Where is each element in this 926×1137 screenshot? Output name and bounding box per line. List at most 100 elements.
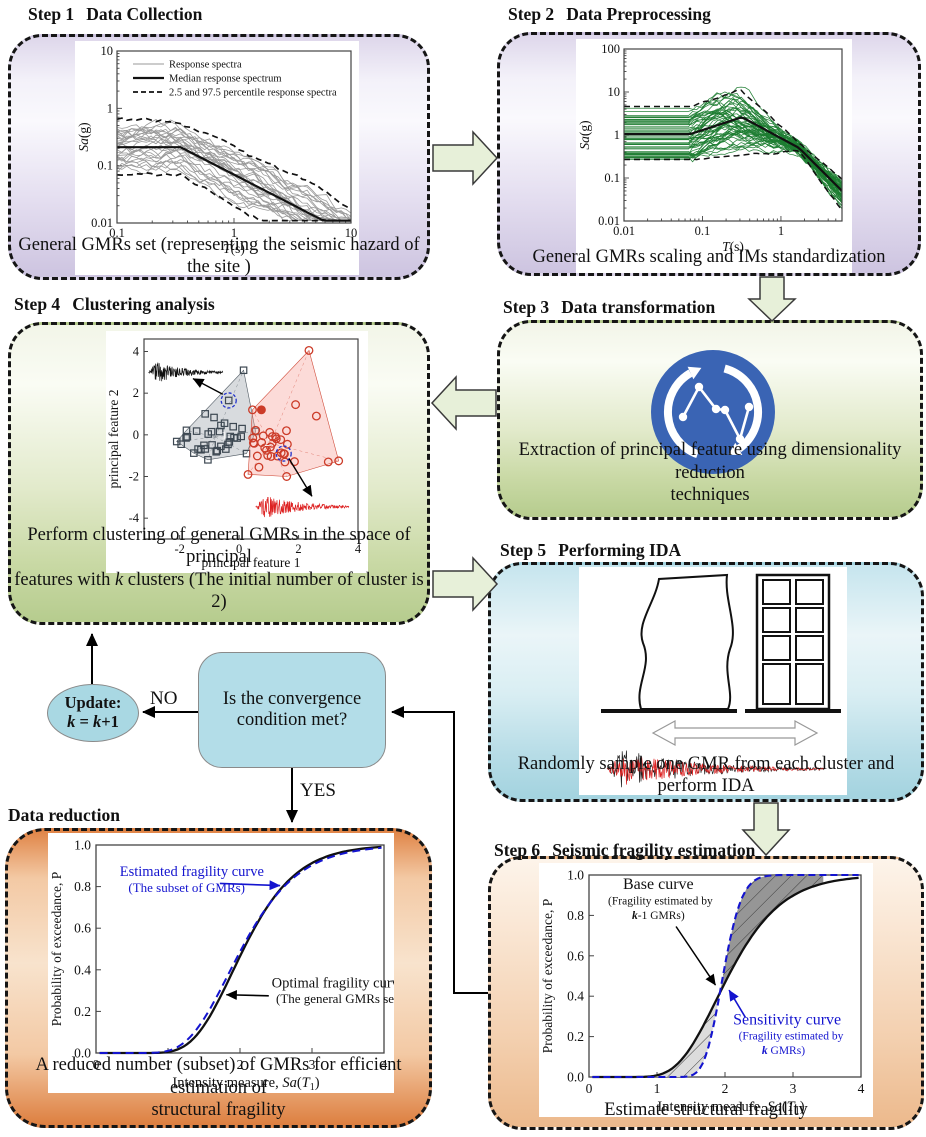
svg-text:principal feature 1: principal feature 1	[202, 555, 301, 570]
no-label: NO	[150, 688, 178, 709]
svg-text:0.01: 0.01	[613, 224, 635, 238]
cycle-arrow-left	[663, 369, 700, 459]
double-headed-arrow	[651, 719, 819, 747]
data-reduction-caption: A reduced number (subset) of GMRs for ef…	[35, 1055, 402, 1121]
step4-caption: Perform clustering of general GMRs in th…	[14, 524, 424, 613]
data-reduction-header: Data reduction	[8, 805, 120, 825]
step4-chart-card: -2 0 2 4 -4 -2 0 2 4 principal feature 1 principal…	[106, 331, 368, 573]
svg-text:0: 0	[236, 542, 242, 556]
svg-text:4: 4	[355, 542, 362, 556]
svg-text:0.0: 0.0	[567, 1070, 584, 1085]
step4-panel: -2 0 2 4 -4 -2 0 2 4 principal feature 1 principal…	[8, 322, 430, 625]
step6-panel: 0 1 2 3 4 0.0 0.2 0.4 0.6 0.8 1.0 Intensity measure…	[488, 856, 924, 1130]
svg-text:k-1 GMRs): k-1 GMRs)	[632, 910, 685, 922]
svg-text:k GMRs): k GMRs)	[762, 1045, 805, 1057]
scaled-spectra-chart: 0.01 0.1 1 0.01 0.1 1 10 100 T(s) Sa(g)	[577, 42, 843, 254]
cycle-arrow-right	[723, 364, 763, 453]
svg-text:principal feature 2: principal feature 2	[106, 390, 121, 489]
step2-caption: General GMRs scaling and IMs standardiza…	[532, 247, 886, 268]
svg-text:0.01: 0.01	[91, 216, 113, 230]
svg-text:1: 1	[778, 224, 784, 238]
svg-text:4: 4	[133, 345, 140, 359]
svg-text:0.6: 0.6	[74, 921, 91, 936]
step3-panel: Extraction of principal feature using di…	[497, 320, 923, 520]
convergence-decision-box: Is the convergence condition met?	[198, 652, 386, 768]
svg-text:0.4: 0.4	[567, 989, 584, 1004]
step1-caption: General GMRs set (representing the seism…	[18, 234, 420, 278]
svg-text:1: 1	[654, 1081, 661, 1096]
svg-text:-2: -2	[129, 470, 139, 484]
svg-text:10: 10	[608, 85, 621, 99]
svg-text:1: 1	[165, 1057, 172, 1072]
svg-text:0.1: 0.1	[695, 224, 711, 238]
svg-text:Probability of exceedance, P: Probability of exceedance, P	[540, 899, 555, 1053]
step5-header: Step 5 Performing IDA	[500, 540, 682, 560]
svg-text:1.0: 1.0	[74, 838, 91, 853]
svg-text:0.1: 0.1	[97, 159, 113, 173]
svg-text:-4: -4	[129, 511, 140, 525]
svg-text:Optimal fragility curve: Optimal fragility curve	[272, 975, 394, 991]
step4-header: Step 4 Clustering analysis	[14, 294, 215, 314]
svg-text:10: 10	[345, 226, 358, 240]
cycle-arrowhead-top	[687, 366, 702, 380]
svg-text:0.8: 0.8	[74, 879, 91, 894]
data-reduction-panel: 0 1 2 3 4 0.0 0.2 0.4 0.6 0.8 1.0 Intensity measure…	[5, 828, 432, 1128]
block-arrow-step2-to-step3	[747, 276, 797, 323]
svg-text:1.0: 1.0	[567, 868, 584, 883]
svg-text:0: 0	[93, 1057, 100, 1072]
svg-text:0.6: 0.6	[567, 948, 584, 963]
svg-text:4: 4	[381, 1057, 388, 1072]
svg-text:2: 2	[264, 435, 270, 449]
svg-text:2: 2	[295, 542, 301, 556]
block-arrow-step3-to-step4	[430, 375, 497, 431]
step6-header: Step 6 Seismic fragility estimation	[494, 840, 756, 860]
data-transformation-icon	[651, 350, 775, 474]
svg-text:(The general GMRs set): (The general GMRs set)	[276, 991, 394, 1006]
svg-text:1: 1	[231, 226, 237, 240]
svg-text:Median response spectrum: Median response spectrum	[169, 74, 282, 85]
svg-text:Sa(g): Sa(g)	[577, 120, 592, 149]
step1-header: Step 1 Data Collection	[28, 4, 203, 24]
svg-text:2: 2	[133, 386, 139, 400]
reduced-fragility-chart: 0 1 2 3 4 0.0 0.2 0.4 0.6 0.8 1.0 Intensity measure…	[49, 838, 405, 1094]
clustering-scatter-chart: -2 0 2 4 -4 -2 0 2 4 principal feature 1 principal…	[106, 338, 362, 570]
data-reduction-chart-card: 0 1 2 3 4 0.0 0.2 0.4 0.6 0.8 1.0 Intensity measure…	[48, 833, 405, 1094]
svg-text:3: 3	[790, 1081, 797, 1096]
update-k-ellipse: Update: k = k+1	[47, 684, 139, 742]
svg-text:0.1: 0.1	[109, 226, 125, 240]
step2-panel: 0.01 0.1 1 0.01 0.1 1 10 100 T(s) Sa(g) General G…	[497, 32, 921, 276]
svg-text:4: 4	[858, 1081, 865, 1096]
step2-header: Step 2 Data Preprocessing	[508, 4, 711, 24]
svg-text:2: 2	[237, 1057, 244, 1072]
step3-caption: Extraction of principal feature using di…	[518, 440, 902, 506]
step3-header: Step 3 Data transformation	[503, 297, 716, 317]
svg-text:0.0: 0.0	[74, 1046, 91, 1061]
svg-text:2: 2	[722, 1081, 729, 1096]
svg-text:(The subset of GMRs): (The subset of GMRs)	[128, 880, 245, 895]
block-arrow-step1-to-step2	[432, 130, 499, 186]
step6-caption: Estimate structural fragility	[604, 1100, 808, 1121]
svg-text:0: 0	[586, 1081, 593, 1096]
svg-text:0.1: 0.1	[604, 171, 620, 185]
svg-text:Base curve: Base curve	[623, 876, 694, 893]
svg-text:0.2: 0.2	[74, 1004, 91, 1019]
svg-text:(Fragility estimated by: (Fragility estimated by	[739, 1031, 844, 1043]
step1-panel: 0.1 1 10 0.01 0.1 1 10 T(s) Sa(g) Response spectr…	[8, 34, 430, 280]
svg-text:10: 10	[101, 44, 114, 58]
step5-graphic-card	[579, 567, 847, 795]
step5-panel: Randomly sample one GMR from each cluste…	[488, 562, 924, 802]
svg-text:Response spectra: Response spectra	[169, 60, 242, 71]
step5-caption: Randomly sample one GMR from each cluste…	[517, 753, 895, 797]
cycle-arrowhead-bottom	[728, 442, 743, 455]
svg-text:-2: -2	[174, 542, 184, 556]
svg-text:100: 100	[601, 42, 620, 56]
svg-text:T(s): T(s)	[722, 239, 744, 254]
step6-chart-card: 0 1 2 3 4 0.0 0.2 0.4 0.6 0.8 1.0 Intensity measure…	[539, 863, 873, 1117]
svg-text:0.2: 0.2	[567, 1029, 584, 1044]
svg-text:Estimated fragility curve: Estimated fragility curve	[120, 864, 264, 880]
svg-text:Probability of exceedance, P: Probability of exceedance, P	[49, 872, 64, 1026]
svg-text:Intensity measure, Sa(T1): Intensity measure, Sa(T1)	[657, 1099, 804, 1117]
svg-text:T(s): T(s)	[223, 241, 245, 256]
